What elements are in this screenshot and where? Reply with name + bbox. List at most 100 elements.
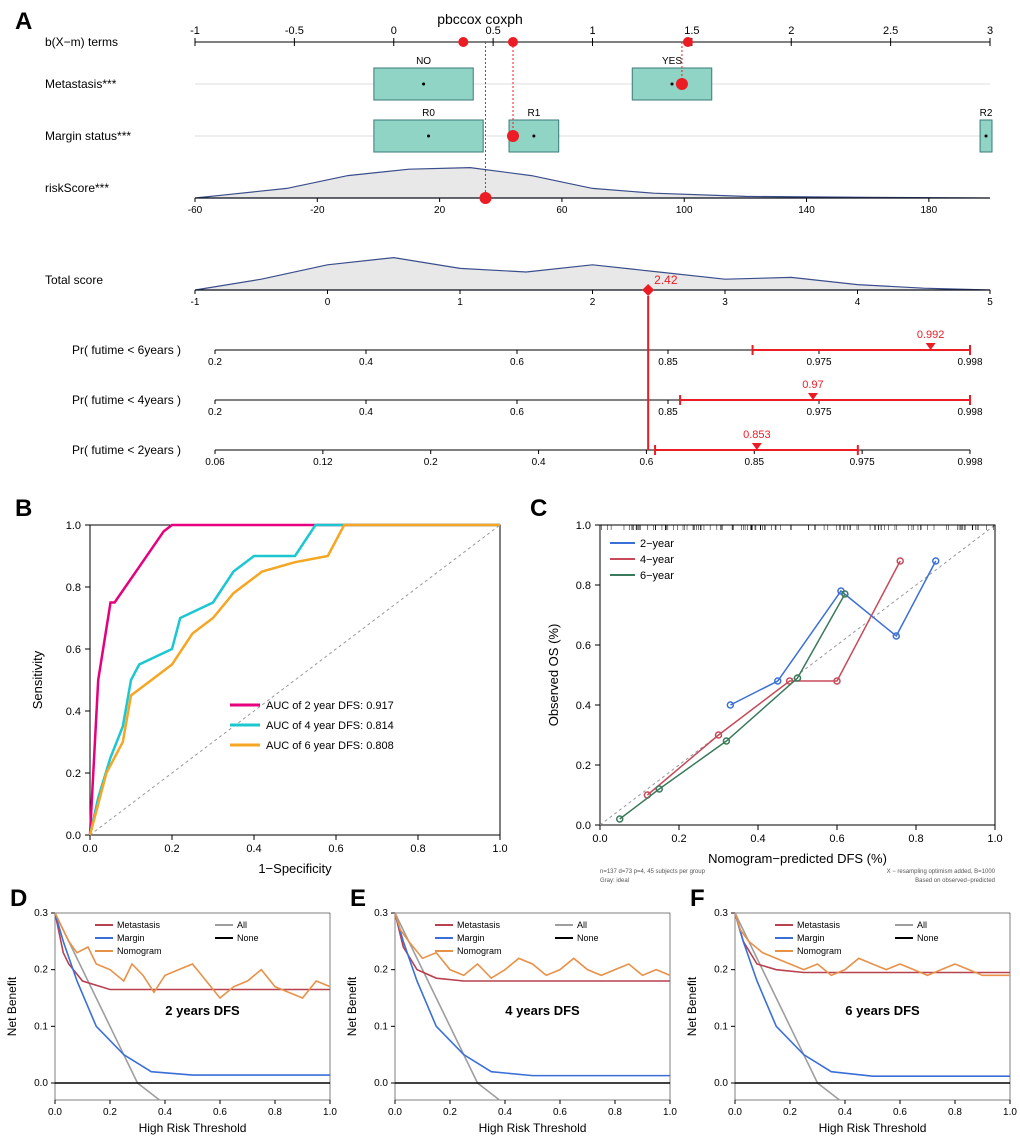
- svg-text:-20: -20: [310, 205, 325, 216]
- svg-text:pbccox coxph: pbccox coxph: [437, 11, 523, 27]
- svg-text:60: 60: [556, 205, 568, 216]
- svg-text:6−year: 6−year: [640, 570, 674, 582]
- svg-text:2−year: 2−year: [640, 538, 674, 550]
- svg-text:Pr( futime < 2years ): Pr( futime < 2years ): [72, 443, 181, 457]
- svg-text:0.6: 0.6: [328, 843, 343, 855]
- svg-text:0.975: 0.975: [850, 457, 875, 468]
- svg-text:0.4: 0.4: [359, 357, 373, 368]
- svg-text:Pr( futime < 4years ): Pr( futime < 4years ): [72, 393, 181, 407]
- svg-text:0.975: 0.975: [806, 357, 831, 368]
- svg-text:Metastasis***: Metastasis***: [45, 77, 117, 91]
- svg-text:0.4: 0.4: [532, 457, 546, 468]
- svg-text:0.2: 0.2: [208, 407, 222, 418]
- nomogram-chart: pbccox coxphb(X−m) terms-1-0.500.511.522…: [0, 0, 1020, 490]
- svg-text:0.6: 0.6: [553, 1107, 567, 1118]
- svg-text:0.1: 0.1: [714, 1021, 728, 1032]
- svg-text:0.6: 0.6: [829, 833, 844, 845]
- svg-text:-60: -60: [188, 205, 203, 216]
- svg-text:0.0: 0.0: [388, 1107, 402, 1118]
- svg-text:2 years DFS: 2 years DFS: [165, 1003, 240, 1018]
- svg-text:-0.5: -0.5: [285, 25, 304, 37]
- svg-text:1.0: 1.0: [1003, 1107, 1017, 1118]
- svg-text:0.85: 0.85: [658, 407, 678, 418]
- dca-chart-e: 0.00.20.40.60.81.00.00.10.20.3High Risk …: [340, 885, 680, 1143]
- svg-text:AUC of 6 year DFS: 0.808: AUC of 6 year DFS: 0.808: [266, 740, 394, 752]
- svg-text:Margin: Margin: [117, 933, 145, 943]
- svg-text:2.5: 2.5: [883, 25, 898, 37]
- svg-text:0.0: 0.0: [592, 833, 607, 845]
- svg-text:0.0: 0.0: [34, 1078, 48, 1089]
- svg-text:0.3: 0.3: [714, 908, 728, 919]
- svg-text:2: 2: [590, 297, 596, 308]
- svg-text:High Risk Threshold: High Risk Threshold: [819, 1121, 927, 1135]
- svg-text:0.3: 0.3: [34, 908, 48, 919]
- panel-e-label: E: [350, 885, 366, 913]
- svg-text:riskScore***: riskScore***: [45, 181, 109, 195]
- svg-text:0.1: 0.1: [374, 1021, 388, 1032]
- svg-text:Margin status***: Margin status***: [45, 129, 131, 143]
- svg-text:0: 0: [325, 297, 331, 308]
- svg-text:0.0: 0.0: [714, 1078, 728, 1089]
- svg-text:0.5: 0.5: [485, 25, 500, 37]
- svg-text:1.0: 1.0: [987, 833, 1002, 845]
- svg-text:Based on observed−predicted: Based on observed−predicted: [915, 878, 995, 884]
- svg-text:0.2: 0.2: [164, 843, 179, 855]
- svg-text:0.6: 0.6: [510, 407, 524, 418]
- svg-text:Net Benefit: Net Benefit: [5, 976, 19, 1036]
- svg-text:All: All: [577, 920, 587, 930]
- svg-text:n=137 d=73 p=4, 45 subjects pe: n=137 d=73 p=4, 45 subjects per group: [600, 869, 706, 875]
- svg-text:Sensitivity: Sensitivity: [30, 650, 45, 709]
- svg-text:0.2: 0.2: [714, 965, 728, 976]
- svg-text:0.2: 0.2: [103, 1107, 117, 1118]
- svg-text:3: 3: [987, 25, 993, 37]
- svg-text:0.2: 0.2: [671, 833, 686, 845]
- svg-text:0.4: 0.4: [576, 700, 591, 712]
- svg-text:1.0: 1.0: [576, 520, 591, 532]
- svg-text:4: 4: [855, 297, 861, 308]
- svg-text:R1: R1: [527, 108, 540, 119]
- svg-text:0.0: 0.0: [374, 1078, 388, 1089]
- svg-text:0.6: 0.6: [893, 1107, 907, 1118]
- svg-text:0.8: 0.8: [410, 843, 425, 855]
- svg-text:High Risk Threshold: High Risk Threshold: [479, 1121, 587, 1135]
- svg-text:0.998: 0.998: [957, 357, 982, 368]
- svg-text:0.0: 0.0: [66, 830, 81, 842]
- svg-text:0.2: 0.2: [576, 760, 591, 772]
- roc-chart: 0.00.00.20.20.40.40.60.60.80.81.01.01−Sp…: [20, 505, 520, 885]
- panel-f-label: F: [690, 885, 705, 913]
- svg-text:0.2: 0.2: [208, 357, 222, 368]
- svg-text:-1: -1: [190, 25, 200, 37]
- svg-text:0.2: 0.2: [34, 965, 48, 976]
- svg-text:0.8: 0.8: [908, 833, 923, 845]
- svg-text:0.6: 0.6: [510, 357, 524, 368]
- svg-text:Margin: Margin: [797, 933, 825, 943]
- svg-text:0.8: 0.8: [576, 580, 591, 592]
- svg-text:Nomogram−predicted DFS (%): Nomogram−predicted DFS (%): [708, 851, 887, 866]
- svg-text:R0: R0: [422, 108, 435, 119]
- svg-text:0.0: 0.0: [48, 1107, 62, 1118]
- svg-text:0.6: 0.6: [576, 640, 591, 652]
- svg-text:0.2: 0.2: [424, 457, 438, 468]
- svg-text:5: 5: [987, 297, 993, 308]
- svg-text:YES: YES: [662, 56, 682, 67]
- svg-text:Total score: Total score: [45, 273, 103, 287]
- svg-text:4−year: 4−year: [640, 554, 674, 566]
- svg-text:High Risk Threshold: High Risk Threshold: [139, 1121, 247, 1135]
- svg-text:0.998: 0.998: [957, 457, 982, 468]
- svg-text:4 years DFS: 4 years DFS: [505, 1003, 580, 1018]
- svg-text:0.4: 0.4: [246, 843, 261, 855]
- svg-text:0.992: 0.992: [917, 329, 945, 341]
- svg-text:0.8: 0.8: [608, 1107, 622, 1118]
- svg-text:-1: -1: [191, 297, 200, 308]
- svg-text:None: None: [237, 933, 259, 943]
- svg-text:1.0: 1.0: [323, 1107, 337, 1118]
- svg-text:NO: NO: [416, 56, 431, 67]
- svg-text:0.97: 0.97: [802, 379, 823, 391]
- svg-text:20: 20: [434, 205, 446, 216]
- svg-text:0: 0: [391, 25, 397, 37]
- svg-text:0.2: 0.2: [374, 965, 388, 976]
- svg-text:1: 1: [589, 25, 595, 37]
- svg-text:Net Benefit: Net Benefit: [685, 976, 699, 1036]
- svg-text:None: None: [917, 933, 939, 943]
- panel-d-label: D: [10, 885, 27, 913]
